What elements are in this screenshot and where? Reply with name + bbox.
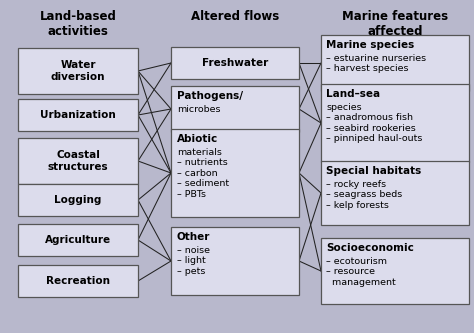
FancyBboxPatch shape bbox=[18, 224, 138, 256]
Text: Water
diversion: Water diversion bbox=[51, 60, 105, 82]
Text: species
– anadromous fish
– seabird rookeries
– pinniped haul-outs: species – anadromous fish – seabird rook… bbox=[326, 103, 422, 143]
FancyBboxPatch shape bbox=[171, 129, 299, 217]
Text: Abiotic: Abiotic bbox=[177, 134, 218, 144]
FancyBboxPatch shape bbox=[18, 138, 138, 184]
Text: Land–sea: Land–sea bbox=[326, 89, 380, 99]
Text: Marine species: Marine species bbox=[326, 40, 414, 50]
Text: – estuarine nurseries
– harvest species: – estuarine nurseries – harvest species bbox=[326, 54, 426, 73]
Text: Freshwater: Freshwater bbox=[202, 58, 268, 68]
Text: Altered flows: Altered flows bbox=[191, 10, 279, 23]
Text: Land-based
activities: Land-based activities bbox=[39, 10, 117, 38]
Text: Marine features
affected: Marine features affected bbox=[342, 10, 448, 38]
Text: materials
– nutrients
– carbon
– sediment
– PBTs: materials – nutrients – carbon – sedimen… bbox=[177, 148, 229, 198]
Text: Special habitats: Special habitats bbox=[326, 166, 421, 176]
Text: – rocky reefs
– seagrass beds
– kelp forests: – rocky reefs – seagrass beds – kelp for… bbox=[326, 180, 402, 210]
Text: Other: Other bbox=[177, 232, 210, 242]
Text: microbes: microbes bbox=[177, 105, 220, 114]
FancyBboxPatch shape bbox=[321, 84, 469, 162]
Text: Logging: Logging bbox=[55, 195, 102, 205]
Text: Agriculture: Agriculture bbox=[45, 235, 111, 245]
FancyBboxPatch shape bbox=[18, 48, 138, 94]
Text: – ecotourism
– resource
  management: – ecotourism – resource management bbox=[326, 257, 396, 287]
FancyBboxPatch shape bbox=[321, 238, 469, 304]
FancyBboxPatch shape bbox=[18, 265, 138, 297]
Text: – noise
– light
– pets: – noise – light – pets bbox=[177, 246, 210, 276]
Text: Recreation: Recreation bbox=[46, 276, 110, 286]
Text: Coastal
structures: Coastal structures bbox=[48, 150, 109, 172]
FancyBboxPatch shape bbox=[321, 35, 469, 91]
FancyBboxPatch shape bbox=[18, 99, 138, 131]
FancyBboxPatch shape bbox=[171, 47, 299, 79]
FancyBboxPatch shape bbox=[171, 86, 299, 132]
Text: Urbanization: Urbanization bbox=[40, 110, 116, 120]
FancyBboxPatch shape bbox=[321, 161, 469, 225]
FancyBboxPatch shape bbox=[18, 184, 138, 216]
Text: Socioeconomic: Socioeconomic bbox=[326, 243, 414, 253]
Text: Pathogens/: Pathogens/ bbox=[177, 91, 243, 101]
FancyBboxPatch shape bbox=[171, 227, 299, 295]
